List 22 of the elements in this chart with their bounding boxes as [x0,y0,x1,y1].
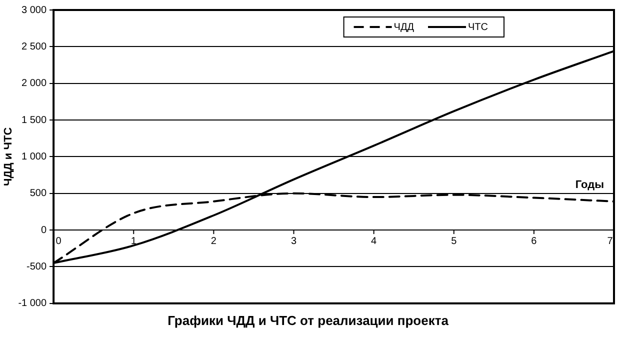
y-tick-label: 0 [40,224,47,236]
y-tick-label: 1 000 [22,151,47,162]
legend-label: ЧТС [468,22,488,33]
y-tick-label: 1 500 [22,114,47,126]
x-tick-label: 0 [56,236,62,247]
legend-label: ЧДД [394,22,414,33]
y-tick-label: -1 000 [18,298,47,310]
x-tick-label: 6 [531,236,538,247]
y-tick-label: 3 000 [22,4,47,16]
x-tick-label: 2 [210,236,217,247]
x-axis-title: Годы [575,178,604,191]
x-tick-label: 5 [451,236,458,247]
x-tick-label: 1 [130,236,137,247]
x-tick-label: 7 [607,236,614,247]
x-tick-label: 4 [371,236,378,247]
text: Графики ЧДД и ЧТС от реализации проекта [168,312,450,328]
y-tick-label: -500 [26,261,47,272]
x-tick-label: 3 [290,236,297,247]
y-tick-label: 2 000 [22,78,47,90]
y-tick-label: 500 [30,188,47,200]
y-axis-title: ЧДД и ЧТС [2,127,15,186]
y-tick-label: 2 500 [22,41,47,52]
